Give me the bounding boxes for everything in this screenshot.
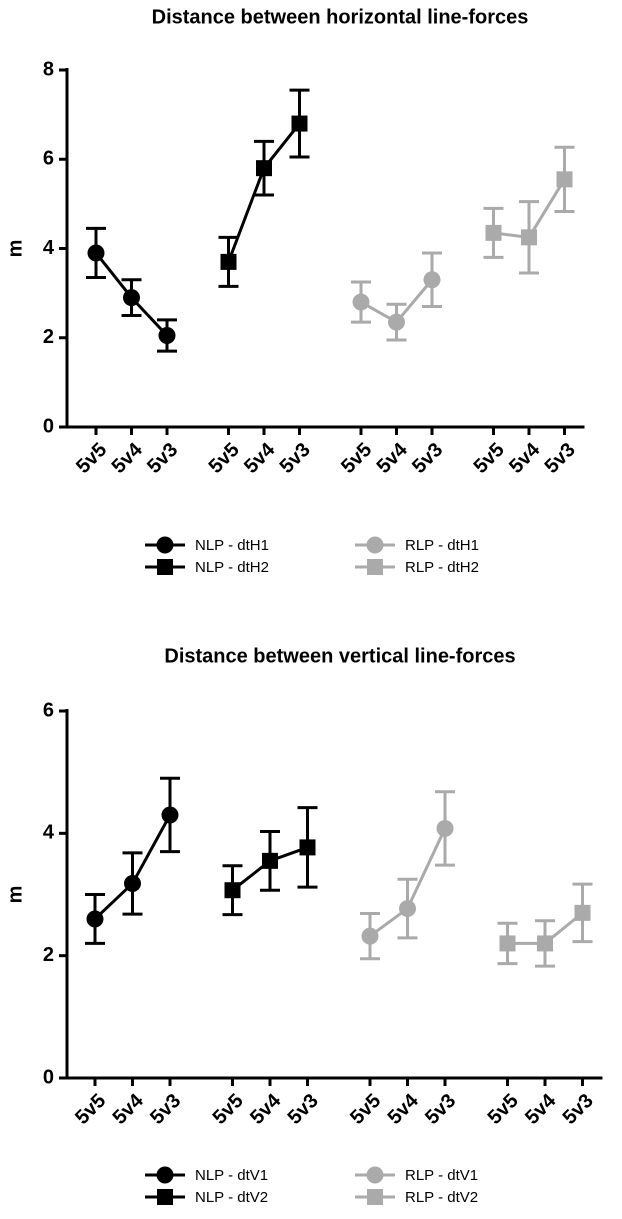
- legend-label: NLP - dtH2: [195, 559, 269, 576]
- x-tick-label: 5v3: [143, 439, 182, 478]
- y-tick-label: 4: [43, 237, 55, 259]
- x-tick-label: 5v3: [284, 1090, 323, 1129]
- legend-marker: [156, 1166, 174, 1184]
- marker: [574, 904, 591, 921]
- x-tick-label: 5v5: [470, 439, 509, 478]
- x-tick-label: 5v5: [205, 439, 244, 478]
- x-tick-label: 5v3: [421, 1090, 460, 1129]
- marker: [556, 171, 573, 188]
- marker: [485, 224, 502, 241]
- marker: [256, 160, 272, 177]
- y-tick-label: 0: [43, 415, 54, 437]
- x-tick-label: 5v4: [384, 1089, 424, 1129]
- y-axis-label: m: [4, 886, 26, 904]
- chart-title: Distance between vertical line-forces: [164, 645, 515, 667]
- legend-label: RLP - dtH1: [405, 537, 479, 554]
- marker: [87, 244, 105, 262]
- y-tick-label: 6: [43, 148, 54, 170]
- x-tick-label: 5v4: [240, 438, 280, 478]
- legend-label: NLP - dtH1: [195, 537, 269, 554]
- x-tick-label: 5v3: [541, 439, 580, 478]
- x-tick-label: 5v5: [337, 439, 376, 478]
- legend-label: RLP - dtV2: [405, 1189, 478, 1206]
- legend-marker: [366, 1166, 384, 1184]
- y-tick-label: 4: [43, 822, 55, 844]
- legend-marker: [156, 536, 174, 554]
- y-tick-label: 8: [43, 58, 54, 80]
- marker: [124, 874, 141, 892]
- y-axis-label: m: [4, 240, 26, 258]
- marker: [262, 852, 278, 869]
- marker: [423, 271, 441, 289]
- x-tick-label: 5v5: [209, 1090, 248, 1129]
- legend-label: NLP - dtV2: [195, 1189, 268, 1206]
- marker: [388, 313, 405, 331]
- marker: [499, 935, 516, 952]
- chart-title: Distance between horizontal line-forces: [152, 6, 529, 28]
- y-tick-label: 6: [43, 699, 54, 721]
- marker: [436, 819, 454, 837]
- x-tick-label: 5v5: [71, 1090, 110, 1129]
- x-tick-label: 5v3: [559, 1090, 598, 1129]
- legend-label: NLP - dtV1: [195, 1167, 268, 1184]
- marker: [521, 229, 537, 246]
- marker: [399, 900, 416, 918]
- x-tick-label: 5v3: [276, 439, 315, 478]
- marker: [220, 253, 237, 270]
- legend-marker: [366, 536, 384, 554]
- marker: [352, 293, 370, 311]
- x-tick-label: 5v4: [246, 1089, 286, 1129]
- x-tick-label: 5v4: [109, 1089, 149, 1129]
- marker: [361, 927, 379, 945]
- marker: [158, 327, 176, 345]
- x-tick-label: 5v5: [346, 1090, 385, 1129]
- marker: [161, 806, 179, 824]
- legend-marker: [367, 1189, 383, 1205]
- x-tick-label: 5v3: [146, 1090, 185, 1129]
- marker: [86, 910, 104, 928]
- legend-marker: [367, 559, 383, 575]
- legend-marker: [157, 559, 173, 575]
- x-tick-label: 5v5: [484, 1090, 523, 1129]
- legend-label: RLP - dtV1: [405, 1167, 478, 1184]
- marker: [299, 839, 316, 856]
- x-tick-label: 5v4: [505, 438, 545, 478]
- y-tick-label: 2: [43, 944, 54, 966]
- x-tick-label: 5v4: [373, 438, 413, 478]
- marker: [537, 935, 553, 952]
- y-tick-label: 0: [43, 1066, 54, 1088]
- y-tick-label: 2: [43, 326, 54, 348]
- marker: [291, 115, 308, 132]
- legend-marker: [157, 1189, 173, 1205]
- marker: [123, 289, 140, 307]
- x-tick-label: 5v4: [108, 438, 148, 478]
- legend-label: RLP - dtH2: [405, 559, 479, 576]
- x-tick-label: 5v4: [521, 1089, 561, 1129]
- x-tick-label: 5v5: [72, 439, 111, 478]
- x-tick-label: 5v3: [408, 439, 447, 478]
- marker: [224, 882, 241, 899]
